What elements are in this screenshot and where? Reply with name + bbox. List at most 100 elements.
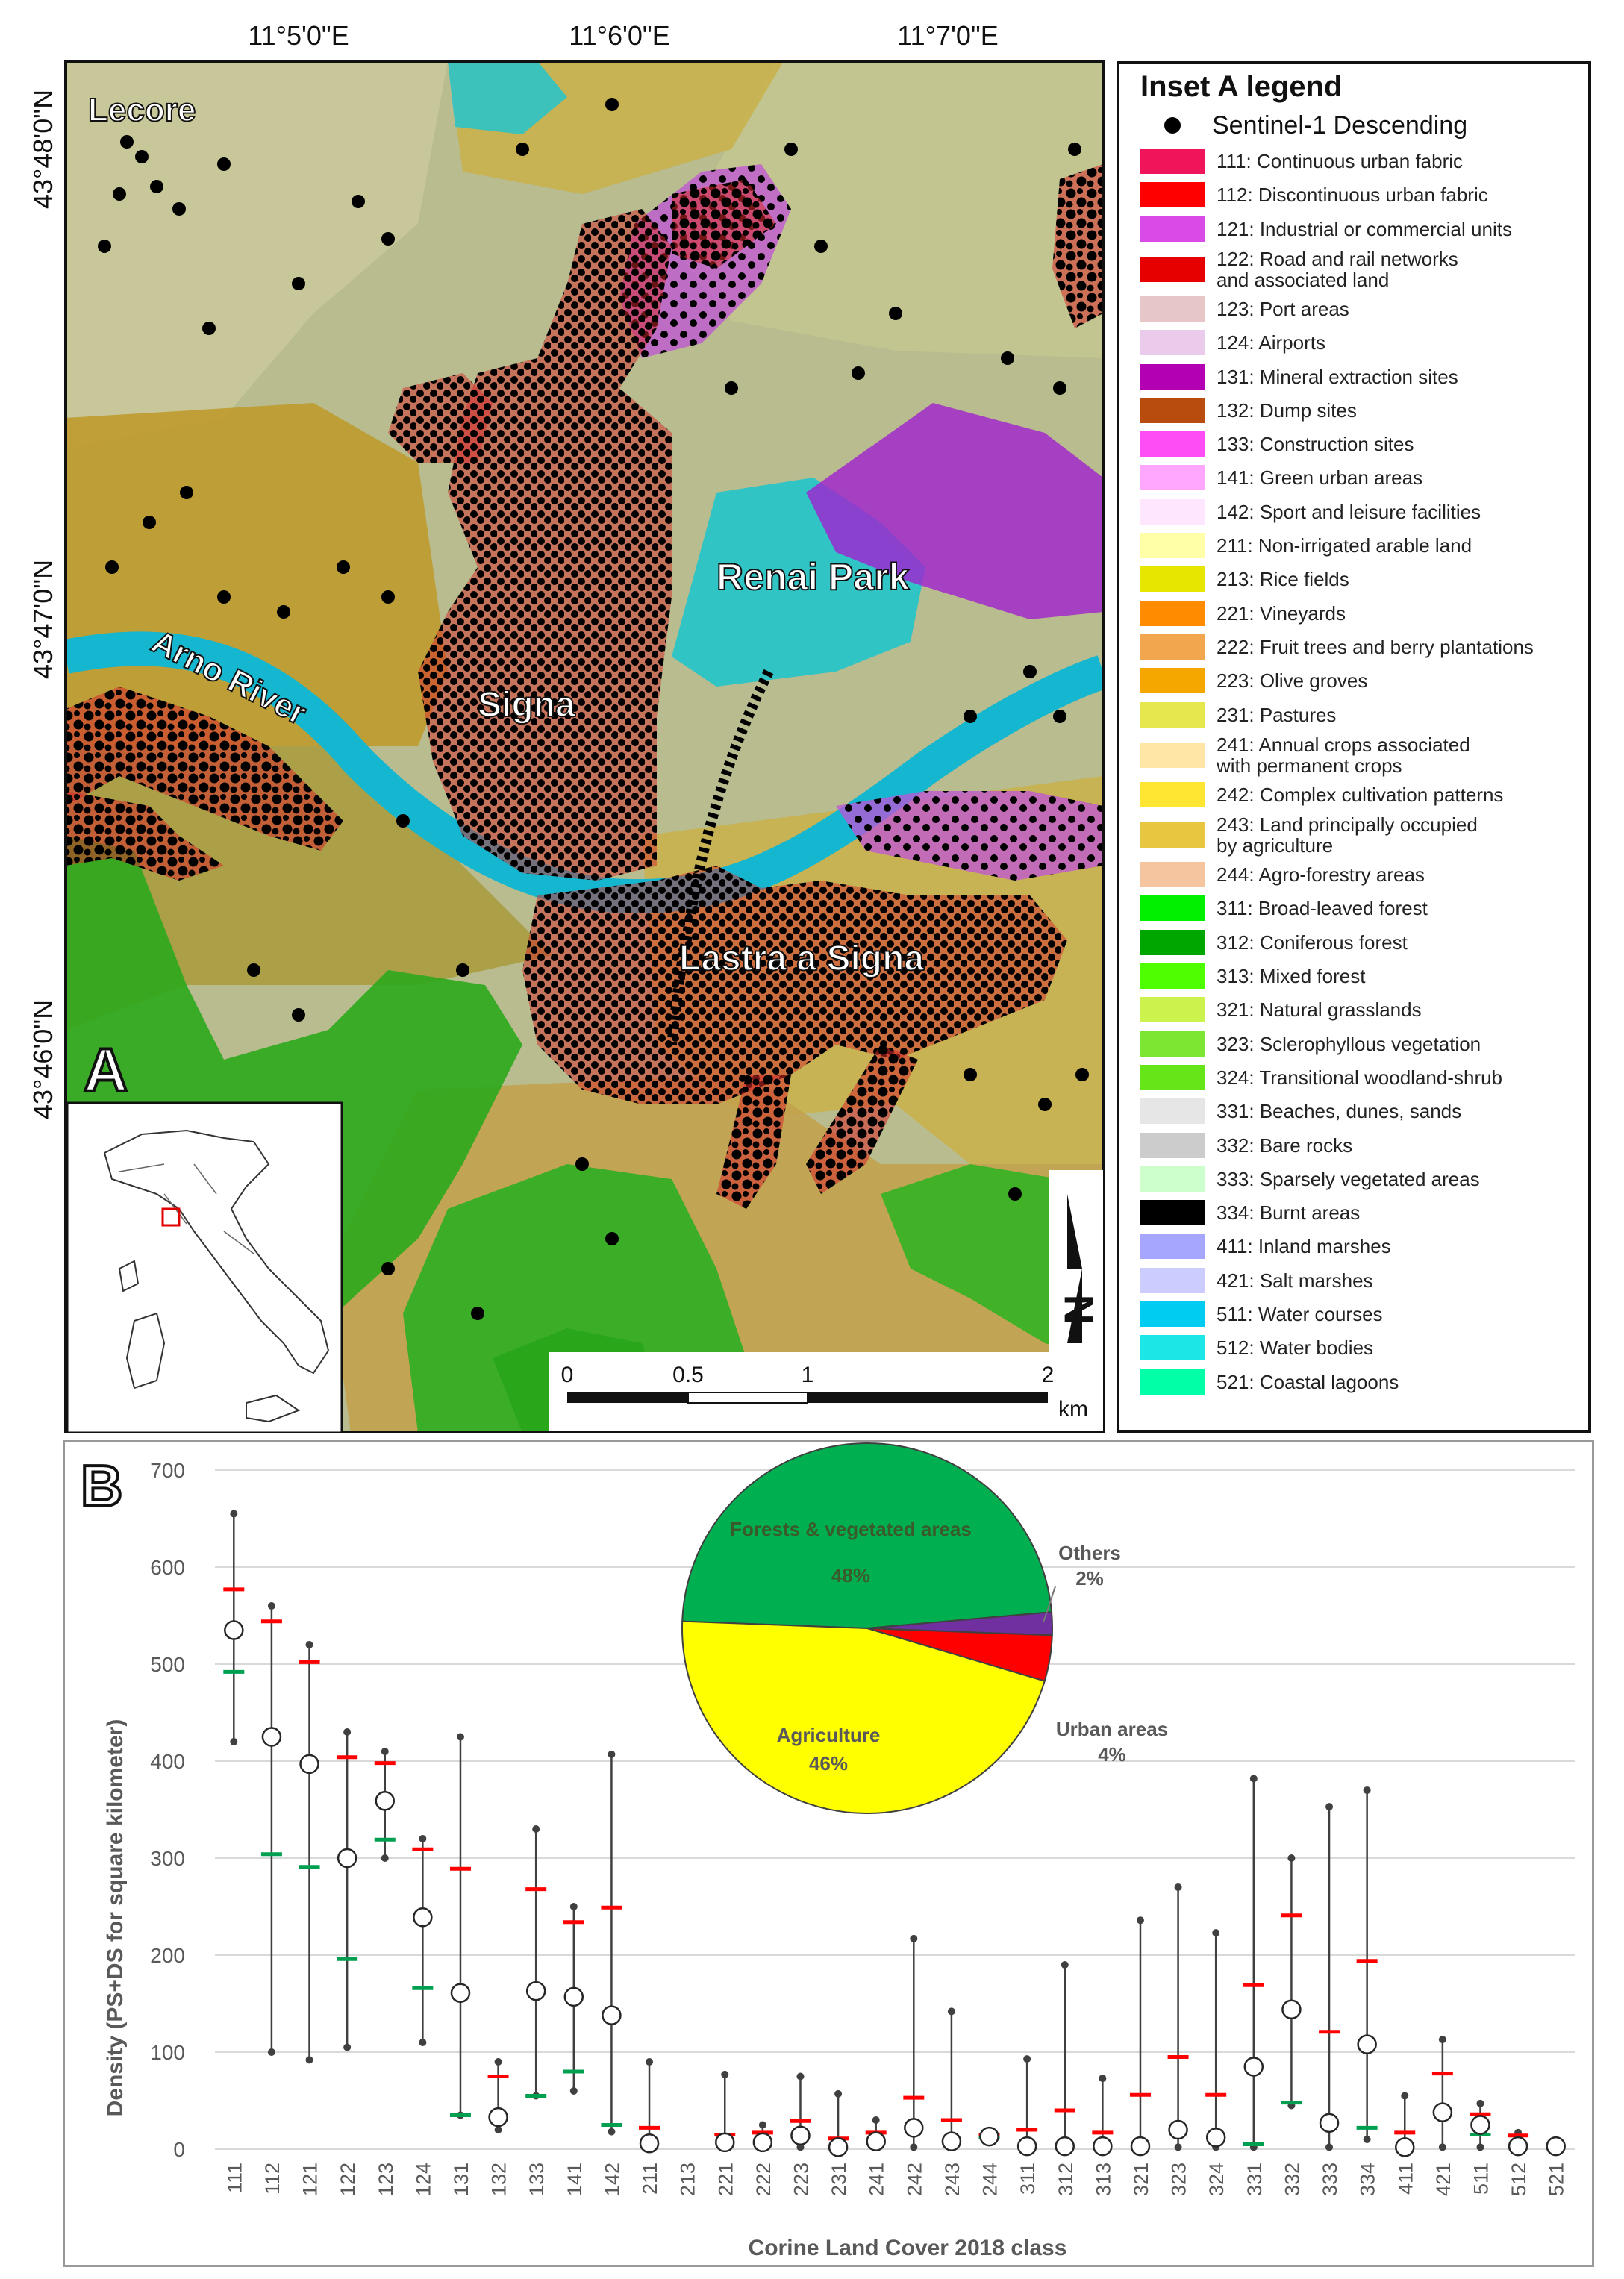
forest-zone (881, 1164, 1103, 1358)
x-tick-label: 142 (601, 2163, 623, 2196)
max-marker (1363, 1786, 1371, 1794)
min-marker (1325, 2143, 1334, 2151)
mean-marker (941, 2131, 962, 2151)
legend-item: 521: Coastal lagoons (1140, 1367, 1399, 1397)
y-tick-label: 600 (150, 1556, 185, 1579)
x-tick-label: 242 (903, 2163, 925, 2196)
x-tick-label: 132 (488, 2163, 510, 2196)
max-marker (494, 2058, 502, 2066)
legend-swatch (1140, 701, 1205, 728)
max-marker (1061, 1961, 1069, 1969)
urban-area (388, 373, 493, 463)
legend-swatch (1140, 256, 1205, 282)
legend-item-label: 333: Sparsely vegetated areas (1217, 1167, 1480, 1190)
max-marker (343, 1728, 352, 1736)
pie-label-urban: Urban areas (1056, 1718, 1168, 1740)
lon-label: 11°6'0"E (569, 20, 669, 51)
legend-swatch (1140, 1132, 1205, 1158)
min-marker (494, 2126, 502, 2133)
place-label-signa: Signa (478, 685, 575, 725)
mean-marker (1281, 1999, 1302, 2020)
water-body (448, 61, 567, 134)
railway-points (666, 669, 774, 1045)
urban-area (806, 1045, 918, 1194)
x-tick-label: 133 (525, 2163, 548, 2196)
legend-item-label: 222: Fruit trees and berry plantations (1217, 635, 1534, 658)
x-tick-label: 311 (1016, 2163, 1039, 2195)
x-tick-label: 112 (261, 2163, 284, 2195)
legend-item-label: 411: Inland marshes (1217, 1235, 1391, 1258)
max-marker (381, 1748, 389, 1755)
legend-swatch (1140, 533, 1205, 558)
legend-swatch (1140, 929, 1205, 955)
legend-swatch (1140, 742, 1205, 768)
mean-marker (224, 1620, 244, 1640)
legend-item-label: 321: Natural grasslands (1217, 998, 1422, 1022)
svg-text:0.5: 0.5 (672, 1363, 704, 1387)
legend-swatch (1140, 465, 1205, 491)
mean-marker (563, 1986, 584, 2007)
legend-swatch (1140, 1064, 1205, 1090)
legend-swatch (1140, 296, 1205, 322)
x-tick-label: 332 (1281, 2163, 1303, 2196)
max-marker (230, 1510, 238, 1518)
legend-item-label: 241: Annual crops associated with perman… (1217, 733, 1470, 777)
legend-swatch (1140, 149, 1205, 174)
legend-swatch (1140, 1200, 1205, 1226)
legend-swatch (1140, 431, 1205, 457)
legend-item: 321: Natural grasslands (1140, 995, 1422, 1025)
mean-marker (715, 2132, 735, 2153)
mean-marker (413, 1907, 433, 1928)
x-tick-label: 244 (979, 2163, 1002, 2196)
min-marker (381, 1854, 389, 1862)
min-marker (1174, 2143, 1182, 2151)
legend-swatch (1140, 634, 1205, 660)
legend-swatch (1140, 997, 1205, 1023)
min-marker (267, 2048, 275, 2056)
pie-slice (681, 1620, 1046, 1814)
mean-marker (1205, 2128, 1226, 2148)
x-tick-label: 333 (1319, 2163, 1341, 2196)
lon-label: 11°7'0"E (897, 20, 998, 51)
x-tick-label: 334 (1357, 2163, 1379, 2196)
legend-item-label: 324: Transitional woodland-shrub (1217, 1066, 1503, 1089)
scale-bar: 0 0.5 1 2 km (549, 1352, 1103, 1431)
mean-marker (639, 2133, 660, 2154)
max-marker (1476, 2099, 1484, 2107)
legend-item: 331: Beaches, dunes, sands (1140, 1096, 1461, 1126)
x-tick-label: 111 (223, 2163, 246, 2193)
legend-swatch (1140, 330, 1205, 356)
legend-item-label: 332: Bare rocks (1217, 1134, 1353, 1157)
x-tick-label: 313 (1092, 2163, 1114, 2196)
legend-item-label: 421: Salt marshes (1217, 1269, 1373, 1292)
legend-item-label: 221: Vineyards (1217, 601, 1346, 625)
arable-land-zone (672, 61, 1103, 358)
urban-area (66, 791, 224, 881)
mean-marker (261, 1727, 282, 1747)
legend-item: 221: Vineyards (1140, 598, 1346, 628)
lat-label: 43°48'0"N (28, 90, 58, 209)
map-panel: Lecore Renai Park Signa Lastra a Signa A… (28, 20, 1591, 1434)
x-tick-label: 411 (1394, 2163, 1417, 2195)
legend-item-label: 242: Complex cultivation patterns (1217, 783, 1504, 806)
max-marker (532, 1825, 540, 1833)
pie-value-forests: 48% (831, 1564, 870, 1586)
legend-swatch (1140, 1166, 1205, 1192)
x-tick-label: 211 (639, 2163, 661, 2195)
legend-item: 123: Port areas (1140, 294, 1349, 324)
legend-item: 241: Annual crops associated with perman… (1140, 734, 1470, 777)
min-marker (343, 2043, 352, 2051)
pie-value-others: 2% (1075, 1567, 1104, 1589)
max-marker (1136, 1916, 1144, 1925)
min-marker (608, 2128, 616, 2136)
x-tick-label: 123 (375, 2163, 397, 2196)
max-marker (947, 2007, 955, 2016)
legend-item: 333: Sparsely vegetated areas (1140, 1164, 1480, 1194)
mean-marker (1470, 2115, 1490, 2135)
max-marker (872, 2116, 880, 2124)
x-tick-label: 124 (412, 2163, 434, 2196)
y-tick-label: 500 (150, 1653, 185, 1676)
legend-swatch (1140, 1098, 1205, 1125)
legend-item: 311: Broad-leaved forest (1140, 893, 1428, 923)
max-marker (834, 2089, 843, 2098)
